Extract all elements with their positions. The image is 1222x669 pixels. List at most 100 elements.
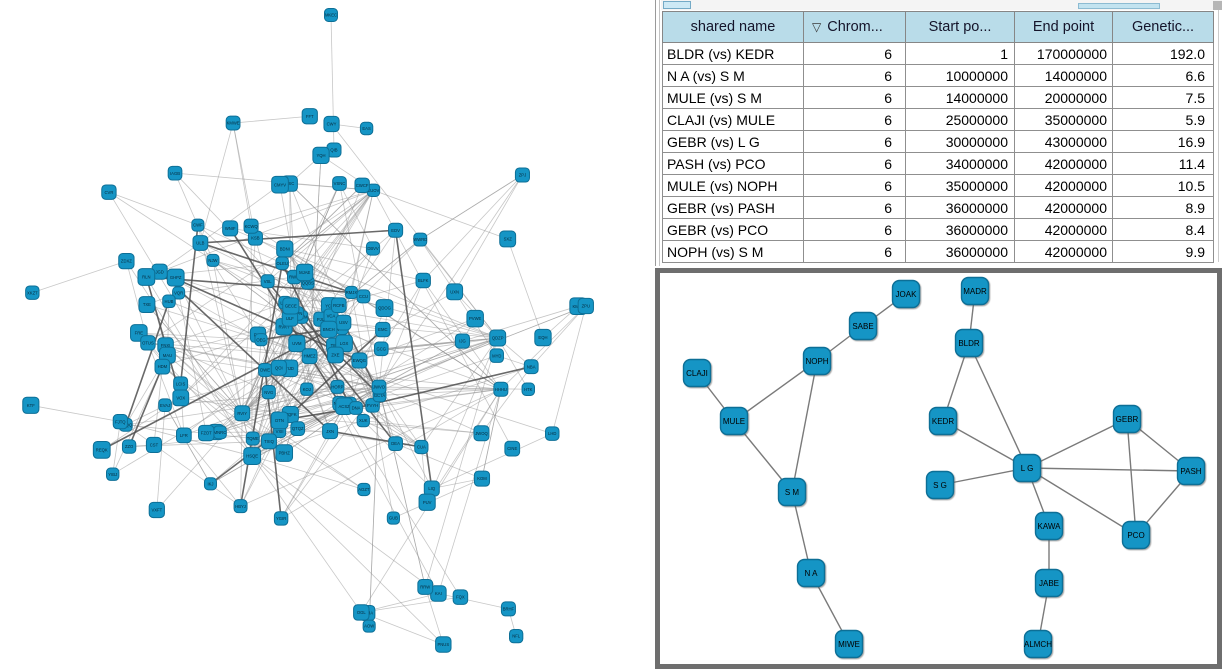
node-shape[interactable] — [106, 467, 120, 481]
network-node[interactable]: KOM — [473, 470, 491, 487]
node-shape[interactable] — [473, 470, 491, 487]
table-cell[interactable]: MULE (vs) NOPH — [662, 174, 804, 197]
node-shape[interactable] — [138, 296, 156, 314]
node-shape[interactable] — [282, 297, 300, 315]
table-cell[interactable]: 7.5 — [1112, 86, 1214, 109]
network-node[interactable]: FQX — [452, 589, 469, 605]
network-node[interactable]: EQH — [534, 328, 552, 347]
node-shape[interactable] — [92, 440, 111, 459]
table-cell[interactable]: GEBR (vs) PCO — [662, 218, 804, 241]
node-shape[interactable] — [275, 256, 289, 270]
column-header-1[interactable]: ▽ Chrom... — [803, 11, 906, 43]
node-shape[interactable] — [386, 511, 400, 525]
node-shape[interactable] — [375, 299, 394, 317]
network-node[interactable]: VSL — [260, 274, 275, 289]
node-shape[interactable] — [137, 268, 156, 286]
node-shape[interactable] — [514, 167, 530, 183]
node-shape[interactable] — [271, 175, 289, 194]
network-node-KAWA[interactable]: KAWA — [1034, 511, 1064, 541]
node-shape[interactable] — [322, 423, 339, 440]
network-node-SG[interactable]: S G — [925, 470, 955, 500]
node-shape[interactable] — [577, 297, 594, 315]
network-node[interactable]: MKEC — [324, 8, 338, 22]
network-node[interactable]: IJG — [454, 333, 471, 349]
network-node[interactable]: UVM — [288, 334, 306, 353]
node-shape[interactable] — [203, 477, 218, 491]
network-node[interactable]: EVAJ — [158, 398, 172, 412]
table-cell[interactable]: 8.4 — [1112, 218, 1214, 241]
node-shape[interactable] — [331, 297, 347, 313]
scrollbar-thumb-right[interactable] — [1078, 3, 1160, 9]
node-shape[interactable] — [504, 440, 521, 457]
table-cell[interactable]: CLAJI (vs) MULE — [662, 108, 804, 131]
network-edge[interactable] — [1026, 418, 1128, 469]
node-shape[interactable] — [222, 220, 239, 237]
network-edge[interactable] — [968, 342, 1028, 469]
network-node[interactable]: RLN — [137, 268, 156, 286]
node-shape[interactable] — [176, 427, 192, 444]
node-shape[interactable] — [960, 276, 990, 306]
node-shape[interactable] — [243, 218, 259, 234]
node-shape[interactable] — [446, 283, 464, 301]
node-shape[interactable] — [118, 252, 135, 270]
node-shape[interactable] — [362, 619, 376, 633]
network-node[interactable]: IAGB — [167, 165, 183, 181]
detail-network-canvas[interactable]: JOAK SABE NOPH CLAJI MULE S M N A MIWE MADR BLDR K… — [660, 273, 1217, 664]
network-node[interactable]: QDZP — [489, 329, 507, 347]
network-node[interactable]: CST — [145, 436, 162, 453]
node-shape[interactable] — [489, 348, 504, 363]
table-row[interactable]: GEBR (vs) PCO 6 36000000 42000000 8.4 — [662, 218, 1214, 241]
node-shape[interactable] — [545, 426, 560, 441]
table-cell[interactable]: 6 — [803, 152, 906, 175]
node-shape[interactable] — [166, 268, 185, 287]
network-node[interactable]: BDNI — [276, 240, 294, 258]
network-node[interactable]: RMJX — [344, 285, 359, 300]
network-node[interactable]: JWVO — [371, 379, 387, 395]
network-node-JOAK[interactable]: JOAK — [891, 279, 921, 309]
network-node-JABE[interactable]: JABE — [1034, 568, 1064, 598]
node-shape[interactable] — [192, 235, 209, 251]
network-node[interactable]: AOZT — [357, 482, 371, 497]
network-node[interactable]: TQME — [245, 431, 260, 446]
network-node[interactable]: HORP — [330, 379, 345, 394]
network-node[interactable]: KOJ — [300, 382, 314, 396]
network-node[interactable]: SXZ — [499, 230, 517, 248]
node-shape[interactable] — [1121, 520, 1151, 550]
network-node[interactable]: ZPU — [577, 297, 594, 315]
network-node[interactable]: PUV — [418, 493, 436, 511]
node-shape[interactable] — [682, 358, 712, 388]
network-node[interactable]: YGIR — [273, 511, 289, 526]
node-shape[interactable] — [435, 636, 452, 653]
node-shape[interactable] — [154, 358, 171, 375]
network-node[interactable]: PVWE — [466, 309, 484, 328]
network-node[interactable]: ZXE — [327, 346, 344, 364]
table-cell[interactable]: NOPH (vs) S M — [662, 240, 804, 263]
table-cell[interactable]: 42000000 — [1014, 152, 1113, 175]
table-cell[interactable]: 8.9 — [1112, 196, 1214, 219]
table-cell[interactable]: 9.9 — [1112, 240, 1214, 263]
network-node[interactable]: OGL — [353, 604, 370, 621]
network-node[interactable]: NJW — [206, 253, 220, 267]
node-shape[interactable] — [330, 379, 345, 394]
network-node[interactable]: CVR — [101, 184, 117, 200]
node-shape[interactable] — [373, 341, 389, 357]
network-node-SM[interactable]: S M — [777, 477, 807, 507]
network-edge[interactable] — [1026, 467, 1192, 472]
network-node[interactable]: TXE — [138, 296, 156, 314]
node-shape[interactable] — [414, 439, 429, 455]
node-shape[interactable] — [796, 558, 826, 588]
network-edge[interactable] — [1126, 418, 1137, 536]
table-cell[interactable]: 30000000 — [905, 130, 1015, 153]
network-node[interactable]: DWE — [258, 362, 273, 378]
network-node[interactable]: USV — [335, 314, 352, 331]
network-node-MULE[interactable]: MULE — [719, 406, 749, 436]
node-shape[interactable] — [452, 589, 469, 605]
network-node-GEBR[interactable]: GEBR — [1112, 404, 1142, 434]
table-cell[interactable]: 42000000 — [1014, 174, 1113, 197]
network-node[interactable]: QTQZ — [290, 421, 306, 436]
node-shape[interactable] — [261, 433, 277, 450]
node-shape[interactable] — [101, 184, 117, 200]
network-node[interactable]: RCFB — [331, 297, 347, 313]
network-node[interactable]: GCG — [373, 341, 389, 357]
node-shape[interactable] — [1034, 568, 1064, 598]
